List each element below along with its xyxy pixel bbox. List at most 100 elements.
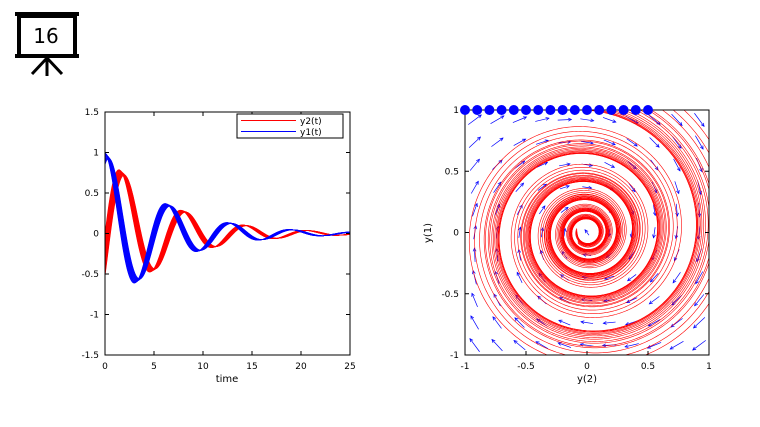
field-arrow-head <box>602 321 607 325</box>
field-arrow <box>695 271 704 284</box>
legend-label-y1: y1(t) <box>300 128 322 138</box>
slide-number: 16 <box>33 24 59 48</box>
time-series-traces <box>104 152 351 284</box>
field-arrow-head <box>568 117 573 122</box>
left-axis-ticks: 0 5 10 15 20 25 1.5 1 0.5 0 -0.5 -1 -1.5 <box>81 108 355 372</box>
presentation-board-icon <box>15 12 79 76</box>
left-x-tick-label: 5 <box>151 362 157 372</box>
field-arrow <box>490 115 505 124</box>
initial-point-13 <box>618 105 629 115</box>
field-arrow <box>580 343 594 347</box>
field-arrow <box>558 342 572 348</box>
initial-point-15 <box>643 105 653 115</box>
field-arrow <box>649 296 660 305</box>
field-arrow <box>674 181 680 194</box>
field-arrow <box>624 343 639 348</box>
field-arrow <box>470 315 479 330</box>
field-arrow-head <box>656 121 661 125</box>
field-arrow <box>468 114 482 125</box>
initial-point-8 <box>557 105 568 115</box>
initial-point-1 <box>472 105 483 115</box>
field-arrow-head <box>699 168 703 173</box>
field-arrow <box>647 342 662 349</box>
field-arrow-head <box>628 255 633 260</box>
left-x-tick-label: 10 <box>197 362 209 372</box>
field-arrow <box>469 158 480 171</box>
left-x-tick-label: 25 <box>344 362 355 372</box>
field-arrow <box>518 227 521 238</box>
field-arrow <box>626 138 638 147</box>
left-y-tick-label: 1 <box>93 149 99 159</box>
field-arrow <box>537 183 547 191</box>
right-x-tick-label: -0.5 <box>517 362 535 372</box>
left-x-axis-label: time <box>216 374 239 385</box>
field-arrow <box>584 229 590 236</box>
field-arrow-head <box>564 206 569 211</box>
field-arrow <box>675 203 678 217</box>
legend: y2(t) y1(t) <box>236 113 344 139</box>
left-x-tick-label: 15 <box>246 362 257 372</box>
field-arrow <box>670 318 683 328</box>
field-arrow-head <box>646 345 652 349</box>
field-arrow-head <box>648 300 653 305</box>
field-arrow-head <box>476 158 480 163</box>
field-arrow-head <box>676 167 681 172</box>
field-arrow-head <box>474 202 478 208</box>
field-arrow <box>491 339 503 352</box>
initial-point-7 <box>545 105 556 115</box>
field-arrow-head <box>475 180 479 185</box>
field-arrow-head <box>694 302 698 307</box>
field-arrow <box>604 275 615 280</box>
field-arrow <box>474 248 476 262</box>
right-y-tick-label: 1 <box>453 106 459 116</box>
field-arrow-head <box>649 278 654 283</box>
field-arrow <box>491 137 504 147</box>
field-arrow <box>563 228 566 237</box>
right-y-tick-label: 0.5 <box>445 167 459 177</box>
field-arrow <box>580 321 594 324</box>
field-arrow <box>604 162 615 168</box>
field-arrow <box>512 116 527 123</box>
field-arrow <box>494 204 500 216</box>
field-arrow <box>492 316 502 329</box>
field-arrow <box>669 341 684 350</box>
initial-condition-points <box>460 105 653 115</box>
field-arrow-head <box>516 271 521 276</box>
field-arrow <box>671 295 682 306</box>
field-arrow <box>536 162 548 168</box>
field-arrow-head <box>633 142 638 147</box>
left-y-tick-label: 0 <box>93 230 99 240</box>
field-arrow <box>558 319 571 326</box>
field-arrow <box>627 160 637 170</box>
field-arrow <box>559 185 570 190</box>
initial-point-2 <box>484 105 495 115</box>
initial-point-6 <box>533 105 544 115</box>
field-arrow-head <box>625 299 631 303</box>
field-arrow-head <box>692 324 698 329</box>
field-arrow-head <box>700 145 704 150</box>
series-trace-1-20 <box>104 158 351 280</box>
field-arrow-head <box>537 295 542 300</box>
field-arrow-head <box>470 315 474 320</box>
field-arrow <box>516 272 523 284</box>
field-arrow <box>535 140 549 145</box>
field-arrow-head <box>491 338 496 343</box>
left-x-tick-label: 0 <box>102 362 108 372</box>
left-y-tick-label: 1.5 <box>85 108 99 118</box>
initial-point-3 <box>496 105 507 115</box>
field-arrow-head <box>499 137 504 142</box>
left-x-tick-label: 20 <box>295 362 307 372</box>
field-arrow-head <box>655 143 660 148</box>
trajectory-13 <box>492 110 705 338</box>
field-arrow-head <box>611 141 616 146</box>
field-arrow-head <box>565 185 570 189</box>
initial-point-5 <box>521 105 531 115</box>
field-arrow <box>694 113 705 127</box>
trajectory-15 <box>485 110 709 347</box>
initial-point-12 <box>606 105 617 115</box>
field-arrow <box>649 137 660 148</box>
field-arrow <box>695 135 704 150</box>
right-y-axis-label: y(1) <box>423 223 434 243</box>
right-x-axis-label: y(2) <box>577 374 597 385</box>
